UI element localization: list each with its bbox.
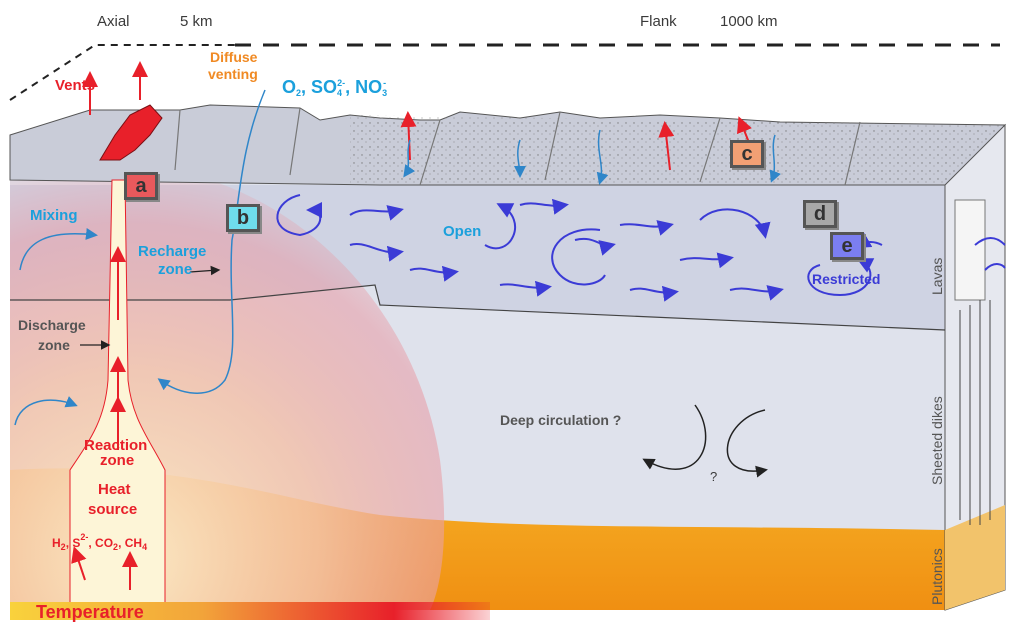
pointer-arrows: [80, 265, 221, 350]
box-c: c: [730, 140, 764, 168]
source-label: source: [88, 501, 138, 518]
temperature-label: Temperature: [36, 602, 144, 622]
vents-label: Vents: [55, 77, 96, 94]
deep-circulation-arrows: [642, 404, 768, 478]
mixing-label: Mixing: [30, 207, 78, 224]
vent-chimneys: [99, 104, 163, 161]
box-e: e: [830, 232, 864, 260]
open-label: Open: [443, 223, 482, 240]
pillow-column: [954, 199, 986, 301]
reaction-zone-label: zone: [100, 452, 135, 469]
dikes-side-label: Sheeted dikes: [929, 396, 945, 485]
recharge-paths: [14, 89, 781, 426]
side-plutonic: [945, 505, 1005, 610]
recharge-label: Recharge: [138, 243, 207, 260]
restricted-label: Restricted: [812, 271, 881, 287]
box-d: d: [803, 200, 837, 228]
axial-label: Axial: [97, 13, 130, 30]
dashed-outline: [9, 44, 235, 101]
sediment-surface: [350, 115, 1005, 185]
upflow-arrows: [71, 61, 752, 590]
recharge-zone-label: zone: [158, 261, 193, 278]
discharge-zone-label: zone: [38, 337, 70, 353]
far-distance-label: 1000 km: [720, 13, 778, 30]
temperature-bar: [10, 602, 490, 620]
question-mark: ?: [710, 469, 718, 484]
diffuse-label: Diffuse: [210, 49, 258, 65]
box-a: a: [124, 172, 158, 200]
near-distance-label: 5 km: [180, 13, 213, 30]
flank-label: Flank: [640, 13, 677, 30]
lavas-side-label: Lavas: [929, 257, 945, 295]
circulation-arrows: [276, 194, 1006, 302]
reductants-label: H2, S2-, CO2, CH4: [52, 532, 148, 552]
discharge-label: Discharge: [18, 317, 86, 333]
fault-steps: [174, 107, 861, 186]
venting-label: venting: [208, 66, 258, 82]
deep-circulation-label: Deep circulation ?: [500, 412, 622, 428]
reaction-label: Reaction: [84, 437, 148, 454]
oxidants-label: O2, SO42-, NO3-: [282, 77, 388, 98]
box-b: b: [226, 204, 260, 232]
dike-lines: [959, 300, 991, 525]
plutonics-side-label: Plutonics: [929, 548, 945, 605]
lava-boundary: [10, 284, 946, 331]
heat-label: Heat: [98, 481, 131, 498]
